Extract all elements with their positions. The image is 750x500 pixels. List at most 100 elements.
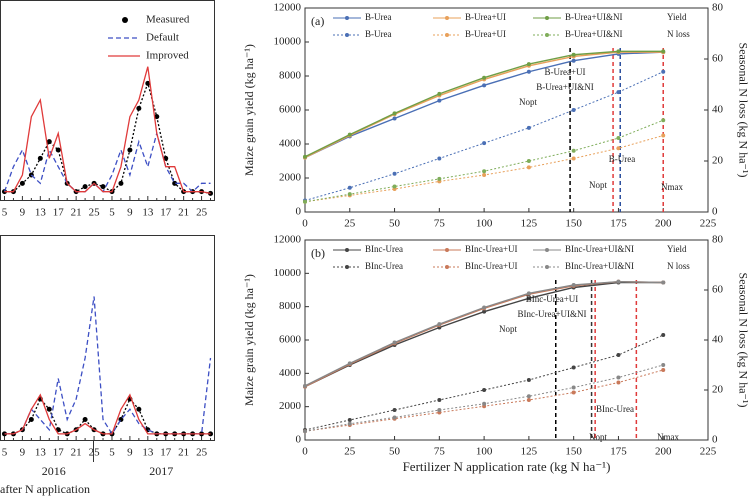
series-line bbox=[3, 130, 211, 193]
data-point bbox=[347, 132, 352, 137]
y-tick-label: 10000 bbox=[274, 36, 302, 48]
legend-group-label: N loss bbox=[667, 261, 690, 271]
data-point bbox=[437, 176, 442, 181]
data-point bbox=[526, 296, 531, 301]
annotation: B-Urea bbox=[609, 154, 636, 164]
data-point bbox=[154, 114, 160, 120]
legend-label: BInc-Urea+UI&NI bbox=[565, 244, 634, 254]
legend-group-label: N loss bbox=[667, 29, 690, 39]
y-tick-label: 12000 bbox=[274, 234, 302, 246]
data-point bbox=[661, 333, 666, 337]
y-tick-label: 8000 bbox=[279, 300, 302, 312]
data-point bbox=[437, 98, 442, 103]
data-point bbox=[28, 417, 34, 422]
annotation: Nmax bbox=[661, 182, 683, 192]
y2-tick-label: 60 bbox=[712, 53, 724, 65]
data-point bbox=[392, 408, 397, 412]
legend-label: BInc-Urea bbox=[365, 244, 403, 254]
data-point bbox=[347, 418, 352, 422]
y-tick-label: 12000 bbox=[274, 2, 302, 14]
x-axis-label: Fertilizer N application rate (kg N ha⁻¹… bbox=[403, 459, 611, 474]
series-line bbox=[4, 397, 211, 435]
data-point bbox=[482, 305, 487, 310]
data-point bbox=[303, 154, 307, 159]
x-tick-label: 9 bbox=[127, 447, 133, 459]
x-tick-label: 21 bbox=[71, 447, 82, 459]
data-point bbox=[571, 283, 576, 287]
y2-tick-label: 40 bbox=[712, 334, 724, 346]
series-line bbox=[304, 281, 664, 388]
x-tick-label: 25 bbox=[196, 207, 208, 219]
data-point bbox=[661, 49, 666, 54]
legend-group-label: Yield bbox=[667, 12, 687, 22]
x-tick-label: 125 bbox=[521, 446, 538, 458]
legend-label: Improved bbox=[146, 50, 189, 62]
x-tick-label: 21 bbox=[178, 207, 189, 219]
data-point bbox=[616, 146, 621, 151]
y-tick-label: 0 bbox=[296, 206, 302, 218]
data-point bbox=[55, 147, 61, 153]
data-point bbox=[303, 199, 307, 204]
x-tick-label: 5 bbox=[2, 447, 8, 459]
x-tick-label: 125 bbox=[521, 218, 538, 230]
legend-label: BInc-Urea+UI bbox=[465, 244, 518, 254]
x-tick-label: 25 bbox=[344, 446, 356, 458]
y2-tick-label: 0 bbox=[712, 434, 718, 446]
x-tick-label: 21 bbox=[71, 207, 82, 219]
y2-tick-label: 0 bbox=[712, 206, 718, 218]
data-point bbox=[661, 69, 666, 74]
data-point bbox=[661, 118, 666, 123]
x-tick-label: 75 bbox=[434, 446, 446, 458]
y2-tick-label: 80 bbox=[712, 234, 724, 246]
data-point bbox=[82, 184, 88, 190]
legend-label: Measured bbox=[146, 14, 190, 26]
x-tick-label: 225 bbox=[700, 218, 717, 230]
legend-marker bbox=[345, 16, 349, 20]
data-point bbox=[616, 353, 621, 357]
legend-label: BInc-Urea+UI bbox=[465, 261, 518, 271]
series-line bbox=[4, 66, 211, 194]
x-tick-label: 25 bbox=[89, 207, 101, 219]
annotation: Nopt bbox=[499, 324, 517, 334]
data-point bbox=[661, 363, 666, 367]
annotation: BInc-Urea+UI bbox=[526, 294, 579, 304]
legend-marker bbox=[545, 16, 549, 20]
annotation: BInc-Urea+UI&NI bbox=[517, 309, 586, 319]
data-point bbox=[526, 69, 531, 74]
data-point bbox=[661, 133, 666, 138]
data-point bbox=[571, 390, 576, 395]
y-tick-label: 2000 bbox=[279, 400, 302, 412]
data-point bbox=[392, 111, 397, 116]
legend-label: B-Urea+UI&NI bbox=[565, 12, 623, 22]
legend-label: B-Urea+UI bbox=[465, 29, 506, 39]
data-point bbox=[616, 279, 621, 284]
data-point bbox=[303, 383, 307, 388]
legend-label: B-Urea bbox=[365, 12, 392, 22]
data-point bbox=[482, 169, 487, 174]
x-tick-label: 17 bbox=[160, 447, 172, 459]
data-point bbox=[661, 280, 666, 285]
legend-marker bbox=[345, 33, 349, 37]
data-point bbox=[136, 406, 142, 412]
data-point bbox=[616, 380, 621, 385]
y2-tick-label: 60 bbox=[712, 284, 724, 296]
legend-label: B-Urea+UI&NI bbox=[565, 29, 623, 39]
x-tick-label: 50 bbox=[389, 218, 401, 230]
data-point bbox=[392, 116, 397, 121]
x-tick-label: 17 bbox=[53, 207, 65, 219]
x-tick-label: 50 bbox=[389, 446, 401, 458]
data-point bbox=[571, 58, 576, 63]
data-point bbox=[482, 388, 487, 392]
data-point bbox=[526, 378, 531, 382]
x-tick-label: 21 bbox=[178, 447, 189, 459]
legend-marker bbox=[445, 248, 449, 252]
annotation: Nopt bbox=[589, 180, 607, 190]
data-point bbox=[46, 139, 52, 145]
y-axis-label: Maize grain yield (kg ha⁻¹) bbox=[242, 274, 256, 406]
data-point bbox=[347, 421, 352, 426]
x-tick-label: 5 bbox=[109, 447, 115, 459]
annotation: B-Urea+UI&NI bbox=[536, 82, 594, 92]
series-line bbox=[4, 393, 211, 435]
x-tick-label: 5 bbox=[109, 207, 115, 219]
group-label: 2017 bbox=[149, 464, 173, 478]
